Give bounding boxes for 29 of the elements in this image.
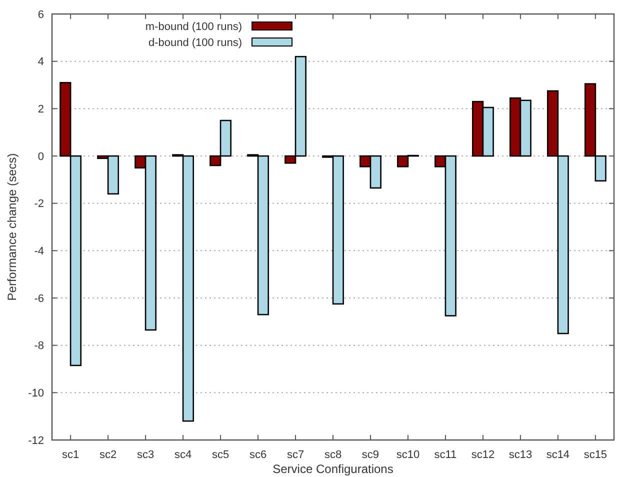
y-axis-title: Performance change (secs) — [5, 153, 19, 301]
x-tick-label: sc8 — [324, 449, 342, 461]
y-tick-label: 0 — [38, 150, 44, 163]
x-tick-label: sc14 — [546, 449, 570, 461]
y-tick-label: -8 — [34, 340, 44, 352]
x-axis-title: Service Configurations — [272, 462, 394, 476]
x-tick-label: sc6 — [249, 449, 267, 461]
legend-label: d-bound (100 runs) — [148, 36, 242, 49]
x-tick-label: sc7 — [286, 449, 304, 461]
y-tick-label: -4 — [34, 246, 44, 258]
x-tick-label: sc12 — [471, 449, 495, 461]
y-tick-label: -2 — [34, 198, 44, 210]
x-tick-label: sc4 — [174, 449, 192, 461]
y-tick-label: 4 — [38, 56, 44, 68]
y-tick-label: -12 — [28, 434, 44, 447]
x-tick-label: sc13 — [508, 449, 532, 461]
y-tick-label: 6 — [38, 8, 44, 21]
x-tick-label: sc1 — [62, 449, 80, 461]
x-tick-label: sc5 — [212, 449, 230, 461]
x-tick-label: sc11 — [434, 449, 457, 461]
y-tick-label: -6 — [34, 292, 44, 305]
y-tick-label: 2 — [38, 104, 44, 116]
y-tick-label: -10 — [28, 388, 44, 400]
x-tick-label: sc3 — [136, 449, 154, 461]
legend-label: m-bound (100 runs) — [145, 20, 242, 33]
x-tick-label: sc2 — [99, 449, 117, 461]
x-tick-label: sc9 — [362, 449, 380, 461]
x-tick-label: sc10 — [396, 449, 420, 461]
x-tick-label: sc15 — [584, 449, 608, 461]
